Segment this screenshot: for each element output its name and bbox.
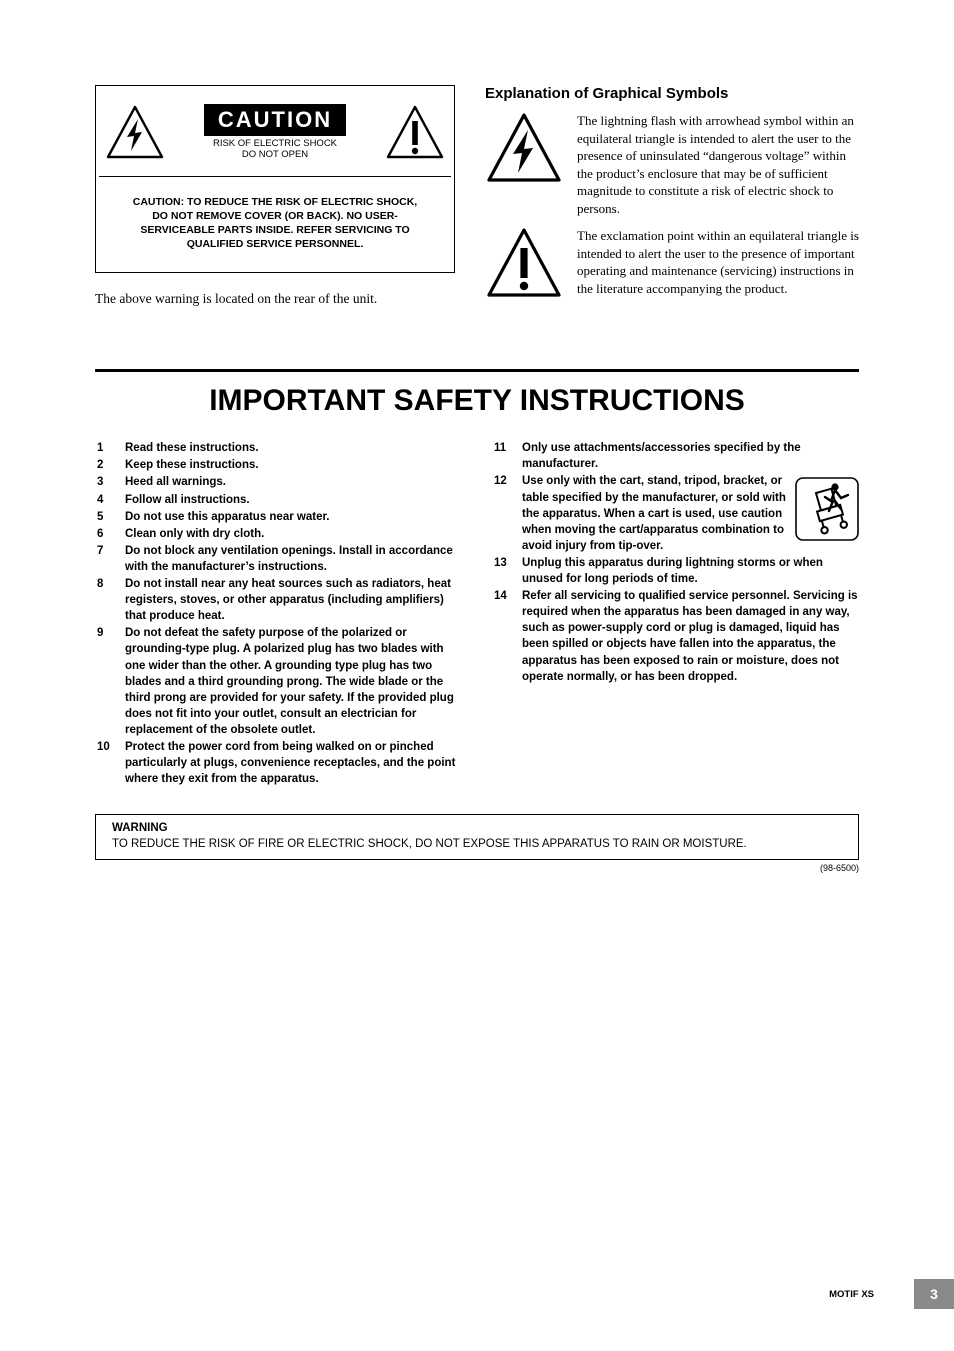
instruction-number: 1 xyxy=(95,440,125,456)
instruction-text: Refer all servicing to qualified service… xyxy=(522,588,859,685)
main-divider xyxy=(95,369,859,372)
caution-subtitle-2: DO NOT OPEN xyxy=(165,149,385,160)
lightning-symbol-row: The lightning flash with arrowhead symbo… xyxy=(485,112,859,217)
lightning-triangle-icon xyxy=(485,112,563,184)
document-code: (98-6500) xyxy=(95,863,859,873)
instruction-number: 4 xyxy=(95,492,125,508)
instruction-number: 3 xyxy=(95,474,125,490)
instruction-number: 5 xyxy=(95,509,125,525)
footer-label: MOTIF XS xyxy=(829,1289,874,1300)
top-section: CAUTION RISK OF ELECTRIC SHOCK DO NOT OP… xyxy=(95,85,859,309)
instruction-item: 8Do not install near any heat sources su… xyxy=(95,576,462,624)
instruction-item: 4Follow all instructions. xyxy=(95,492,462,508)
instruction-number: 7 xyxy=(95,543,125,575)
exclamation-triangle-icon xyxy=(485,227,563,299)
instruction-text: Do not block any ventilation openings. I… xyxy=(125,543,462,575)
instruction-number: 12 xyxy=(492,473,522,553)
caution-column: CAUTION RISK OF ELECTRIC SHOCK DO NOT OP… xyxy=(95,85,455,309)
instruction-item: 2Keep these instructions. xyxy=(95,457,462,473)
main-title: IMPORTANT SAFETY INSTRUCTIONS xyxy=(95,384,859,418)
warning-heading: WARNING xyxy=(112,820,842,836)
instructions-container: 1Read these instructions.2Keep these ins… xyxy=(95,440,859,788)
exclamation-symbol-text: The exclamation point within an equilate… xyxy=(577,227,859,299)
instruction-text: Do not use this apparatus near water. xyxy=(125,509,462,525)
instruction-item: 10Protect the power cord from being walk… xyxy=(95,739,462,787)
instruction-text: Do not install near any heat sources suc… xyxy=(125,576,462,624)
instruction-item: 3Heed all warnings. xyxy=(95,474,462,490)
instruction-text: Clean only with dry cloth. xyxy=(125,526,462,542)
instruction-number: 6 xyxy=(95,526,125,542)
explanation-title: Explanation of Graphical Symbols xyxy=(485,85,859,102)
caution-box: CAUTION RISK OF ELECTRIC SHOCK DO NOT OP… xyxy=(95,85,455,273)
instruction-number: 11 xyxy=(492,440,522,472)
instruction-number: 13 xyxy=(492,555,522,587)
caution-note: The above warning is located on the rear… xyxy=(95,291,455,307)
instruction-item: 14Refer all servicing to qualified servi… xyxy=(492,588,859,685)
caution-title-block: CAUTION RISK OF ELECTRIC SHOCK DO NOT OP… xyxy=(165,104,385,161)
instruction-text: Keep these instructions. xyxy=(125,457,462,473)
instruction-text: Unplug this apparatus during lightning s… xyxy=(522,555,859,587)
caution-title: CAUTION xyxy=(204,104,346,136)
instruction-number: 2 xyxy=(95,457,125,473)
instruction-number: 10 xyxy=(95,739,125,787)
instruction-text: Use only with the cart, stand, tripod, b… xyxy=(522,473,859,553)
explanation-column: Explanation of Graphical Symbols The lig… xyxy=(485,85,859,309)
instruction-item: 6Clean only with dry cloth. xyxy=(95,526,462,542)
instructions-left-column: 1Read these instructions.2Keep these ins… xyxy=(95,440,462,788)
warning-box: WARNING TO REDUCE THE RISK OF FIRE OR EL… xyxy=(95,814,859,860)
instruction-item: 7Do not block any ventilation openings. … xyxy=(95,543,462,575)
warning-body: TO REDUCE THE RISK OF FIRE OR ELECTRIC S… xyxy=(112,836,842,852)
footer: MOTIF XS 3 xyxy=(829,1279,954,1309)
instruction-text: Follow all instructions. xyxy=(125,492,462,508)
instruction-number: 8 xyxy=(95,576,125,624)
caution-header: CAUTION RISK OF ELECTRIC SHOCK DO NOT OP… xyxy=(99,89,451,177)
instruction-item: 9Do not defeat the safety purpose of the… xyxy=(95,625,462,738)
instruction-item: 1Read these instructions. xyxy=(95,440,462,456)
instruction-number: 9 xyxy=(95,625,125,738)
instruction-number: 14 xyxy=(492,588,522,685)
lightning-symbol-text: The lightning flash with arrowhead symbo… xyxy=(577,112,859,217)
caution-subtitle-1: RISK OF ELECTRIC SHOCK xyxy=(165,138,385,149)
caution-body-text: CAUTION: TO REDUCE THE RISK OF ELECTRIC … xyxy=(99,177,451,270)
instruction-item: 5Do not use this apparatus near water. xyxy=(95,509,462,525)
instruction-item: 13Unplug this apparatus during lightning… xyxy=(492,555,859,587)
instruction-item: 11Only use attachments/accessories speci… xyxy=(492,440,859,472)
lightning-triangle-icon xyxy=(105,105,165,160)
instruction-text: Heed all warnings. xyxy=(125,474,462,490)
instructions-right-column: 11Only use attachments/accessories speci… xyxy=(492,440,859,788)
instruction-item: 12Use only with the cart, stand, tripod,… xyxy=(492,473,859,553)
instruction-text: Do not defeat the safety purpose of the … xyxy=(125,625,462,738)
instruction-text: Only use attachments/accessories specifi… xyxy=(522,440,859,472)
page-number: 3 xyxy=(914,1279,954,1309)
exclamation-triangle-icon xyxy=(385,105,445,160)
exclamation-symbol-row: The exclamation point within an equilate… xyxy=(485,227,859,299)
instruction-text: Read these instructions. xyxy=(125,440,462,456)
cart-tip-over-icon xyxy=(795,477,859,541)
instruction-text: Protect the power cord from being walked… xyxy=(125,739,462,787)
